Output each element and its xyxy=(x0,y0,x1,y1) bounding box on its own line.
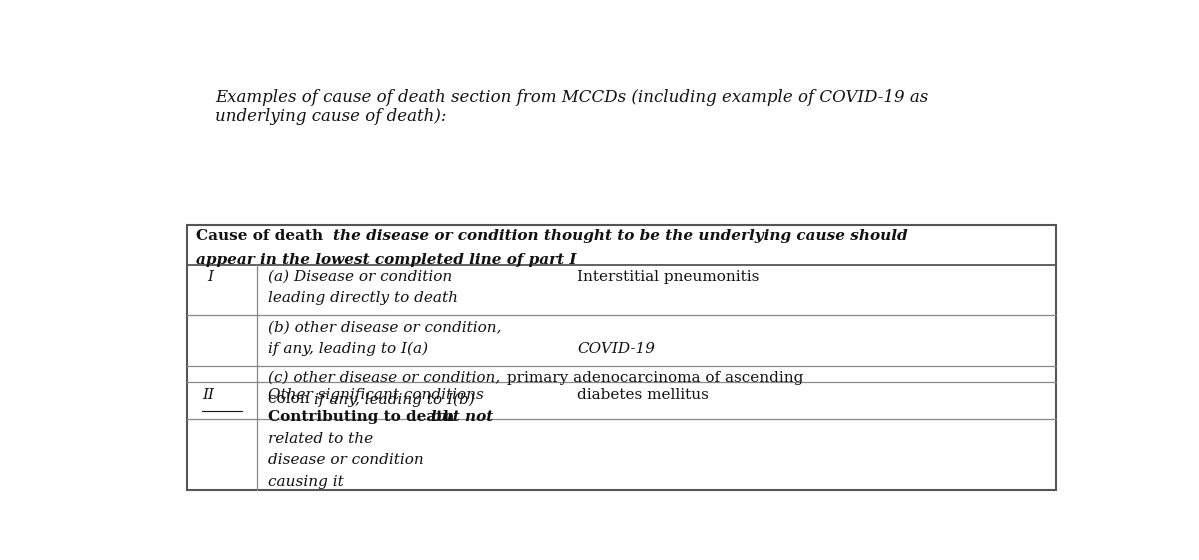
Text: Interstitial pneumonitis: Interstitial pneumonitis xyxy=(578,270,760,284)
Text: COVID-19: COVID-19 xyxy=(578,342,656,356)
Text: disease or condition: disease or condition xyxy=(267,453,423,467)
Text: related to the: related to the xyxy=(267,432,373,446)
Text: but not: but not xyxy=(430,410,493,424)
Text: if any, leading to I(b): if any, leading to I(b) xyxy=(314,393,475,407)
Text: if any, leading to I(a): if any, leading to I(a) xyxy=(267,342,428,356)
Text: Contributing to death: Contributing to death xyxy=(267,410,459,424)
Text: the disease or condition thought to be the underlying cause should: the disease or condition thought to be t… xyxy=(333,229,908,243)
Text: primary adenocarcinoma of ascending: primary adenocarcinoma of ascending xyxy=(502,371,803,385)
Text: Examples of cause of death section from MCCDs (including example of COVID-19 as
: Examples of cause of death section from … xyxy=(215,88,928,125)
Text: diabetes mellitus: diabetes mellitus xyxy=(578,389,709,403)
Text: (a) Disease or condition: (a) Disease or condition xyxy=(267,270,452,284)
Text: (c) other disease or condition,: (c) other disease or condition, xyxy=(267,371,500,385)
Text: causing it: causing it xyxy=(267,475,344,489)
Text: colon: colon xyxy=(267,393,314,407)
Text: leading directly to death: leading directly to death xyxy=(267,291,458,305)
Text: Other significant conditions: Other significant conditions xyxy=(267,389,483,403)
Text: II: II xyxy=(201,389,213,403)
Text: Cause of death: Cause of death xyxy=(197,229,329,243)
Text: (b) other disease or condition,: (b) other disease or condition, xyxy=(267,320,501,334)
Text: I: I xyxy=(207,270,213,284)
Text: appear in the lowest completed line of part I: appear in the lowest completed line of p… xyxy=(197,253,577,267)
